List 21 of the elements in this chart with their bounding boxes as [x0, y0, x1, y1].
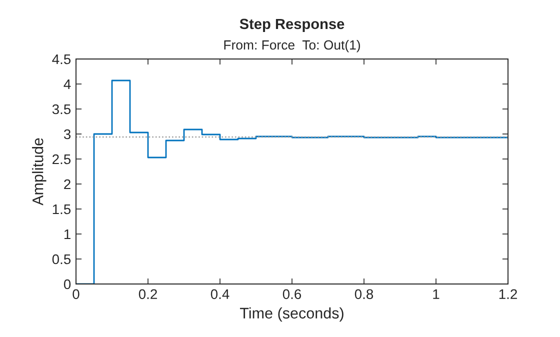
x-axis-title: Time (seconds) — [240, 307, 344, 322]
y-tick-label: 3 — [64, 129, 71, 140]
y-tick-label: 0.5 — [52, 254, 71, 264]
x-tick-label: 1 — [433, 289, 440, 299]
y-tick-label: 4 — [64, 79, 71, 90]
x-tick-label: 0 — [72, 289, 80, 300]
x-tick-label: 1.2 — [499, 289, 517, 299]
chart-title: Step Response — [240, 18, 344, 32]
y-tick-label: 4.5 — [52, 54, 71, 64]
y-tick-label: 2 — [64, 179, 70, 190]
x-tick-label: 0.2 — [138, 289, 157, 300]
y-tick-label: 1.5 — [52, 204, 71, 214]
x-tick-label: 0.4 — [210, 289, 230, 300]
chart-subtitle: From: Force To: Out(1) — [224, 40, 360, 52]
y-tick-label: 1 — [64, 229, 70, 240]
y-tick-label: 3.5 — [52, 104, 71, 114]
x-tick-label: 0.6 — [282, 289, 302, 300]
x-tick-label: 0.8 — [354, 289, 374, 300]
y-tick-label: 2.5 — [52, 154, 71, 164]
y-tick-label: 0 — [64, 279, 71, 290]
y-axis-title: Amplitude — [32, 138, 46, 206]
